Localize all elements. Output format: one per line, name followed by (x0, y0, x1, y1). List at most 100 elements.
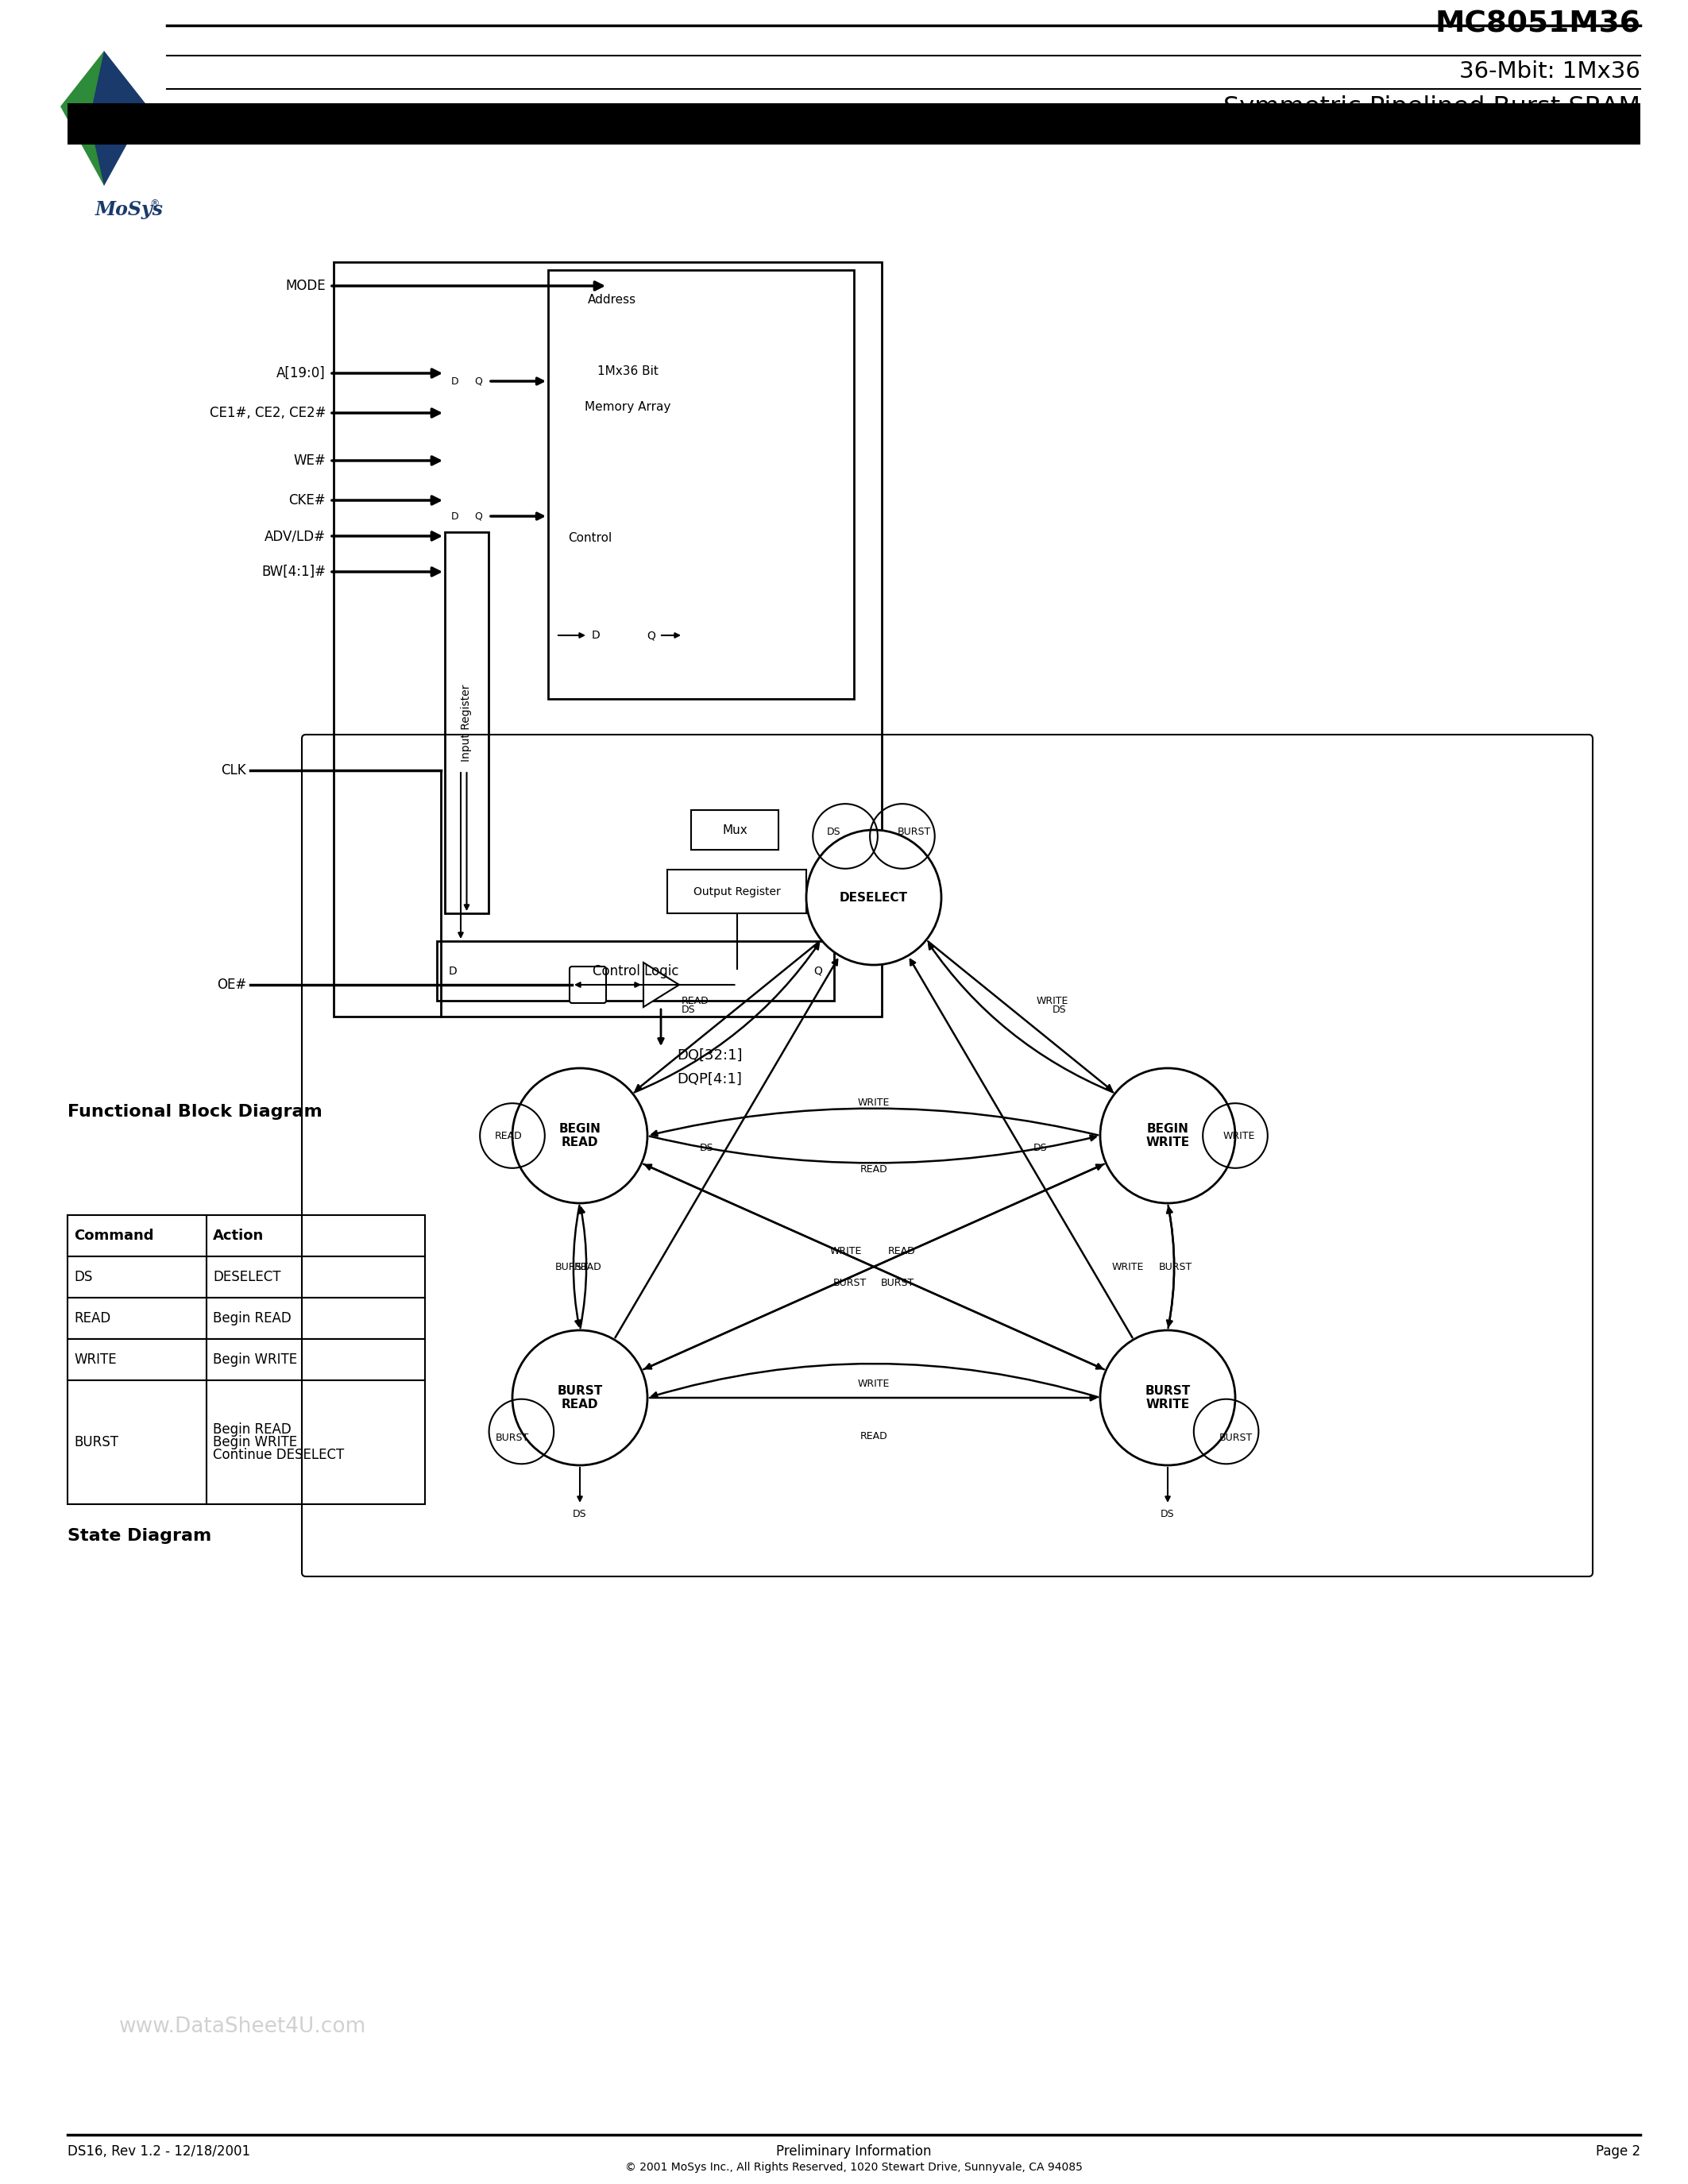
Text: Begin WRITE: Begin WRITE (213, 1435, 297, 1450)
Text: Control Logic: Control Logic (592, 963, 679, 978)
Text: OE#: OE# (216, 978, 246, 992)
Text: D: D (451, 376, 459, 387)
Circle shape (1101, 1068, 1236, 1203)
Text: WRITE: WRITE (830, 1245, 863, 1256)
Text: Continue DESELECT: Continue DESELECT (213, 1448, 344, 1461)
Text: DS: DS (1053, 1005, 1067, 1016)
Bar (206, 1297, 425, 1339)
Polygon shape (643, 963, 679, 1007)
Text: DESELECT: DESELECT (213, 1269, 280, 1284)
Text: MoSys: MoSys (95, 201, 164, 218)
Text: Command: Command (74, 1230, 154, 1243)
Text: WRITE: WRITE (1112, 1262, 1144, 1271)
Text: READ: READ (888, 1245, 915, 1256)
Text: READ: READ (574, 1262, 601, 1271)
Text: BURST: BURST (495, 1433, 528, 1444)
Text: Begin READ: Begin READ (213, 1422, 292, 1437)
Text: State Diagram: State Diagram (68, 1529, 211, 1544)
Text: WE#: WE# (294, 454, 326, 467)
Text: ADV/LD#: ADV/LD# (265, 529, 326, 544)
Text: WRITE: WRITE (858, 1096, 890, 1107)
Text: Mux: Mux (722, 823, 748, 836)
Bar (68, 1214, 206, 1256)
Bar (549, 271, 854, 699)
Bar (437, 941, 834, 1000)
Text: READ: READ (859, 1431, 888, 1441)
Polygon shape (93, 50, 149, 186)
Circle shape (513, 1068, 648, 1203)
Text: Q: Q (474, 376, 483, 387)
Text: Begin WRITE: Begin WRITE (213, 1352, 297, 1367)
Text: WRITE: WRITE (1224, 1131, 1256, 1140)
Text: Q: Q (647, 629, 655, 640)
Text: Input Register: Input Register (461, 684, 473, 762)
Text: BEGIN
READ: BEGIN READ (559, 1123, 601, 1149)
Bar (206, 1380, 425, 1505)
Circle shape (1101, 1330, 1236, 1465)
Bar (68, 1297, 206, 1339)
Text: BURST: BURST (555, 1262, 589, 1271)
Text: READ: READ (859, 1164, 888, 1175)
Text: WRITE: WRITE (1036, 996, 1069, 1007)
Text: READ: READ (74, 1310, 111, 1326)
Text: Memory Array: Memory Array (584, 402, 670, 413)
Text: 36-Mbit: 1Mx36: 36-Mbit: 1Mx36 (1460, 61, 1641, 83)
Text: WRITE: WRITE (858, 1378, 890, 1389)
Text: MODE: MODE (285, 280, 326, 293)
Text: BURST: BURST (881, 1278, 915, 1289)
Text: DS: DS (680, 1005, 695, 1016)
Bar (206, 1256, 425, 1297)
Text: DS: DS (1161, 1509, 1175, 1520)
Text: BURST: BURST (898, 828, 932, 836)
Text: DS: DS (827, 828, 841, 836)
Text: Control: Control (567, 533, 611, 544)
Text: BURST
READ: BURST READ (557, 1385, 603, 1411)
Text: www.DataSheet4U.com: www.DataSheet4U.com (120, 2016, 366, 2038)
Text: D: D (591, 629, 599, 640)
Text: D: D (451, 511, 459, 522)
Text: D: D (449, 965, 457, 976)
Text: DESELECT: DESELECT (839, 891, 908, 904)
Text: DS16, Rev 1.2 - 12/18/2001: DS16, Rev 1.2 - 12/18/2001 (68, 2145, 250, 2158)
Bar (446, 533, 488, 913)
Text: MC8051M36: MC8051M36 (1435, 9, 1641, 37)
Text: BURST: BURST (1219, 1433, 1252, 1444)
Text: Symmetric Pipelined Burst SRAM: Symmetric Pipelined Burst SRAM (1224, 96, 1641, 120)
Text: DS: DS (1033, 1142, 1048, 1153)
Bar (206, 1339, 425, 1380)
Text: Page 2: Page 2 (1595, 2145, 1641, 2158)
Text: Q: Q (474, 511, 483, 522)
Text: BURST: BURST (834, 1278, 866, 1289)
Text: READ: READ (495, 1131, 522, 1140)
Text: CLK: CLK (221, 762, 246, 778)
Text: © 2001 MoSys Inc., All Rights Reserved, 1020 Stewart Drive, Sunnyvale, CA 94085: © 2001 MoSys Inc., All Rights Reserved, … (625, 2162, 1082, 2173)
Circle shape (807, 830, 942, 965)
Text: Action: Action (213, 1230, 263, 1243)
Text: CE1#, CE2, CE2#: CE1#, CE2, CE2# (209, 406, 326, 419)
Text: 1Mx36 Bit: 1Mx36 Bit (598, 365, 658, 378)
Bar (667, 869, 807, 913)
Text: BW[4:1]#: BW[4:1]# (262, 566, 326, 579)
Text: BURST
WRITE: BURST WRITE (1144, 1385, 1190, 1411)
FancyBboxPatch shape (569, 968, 606, 1002)
Text: ®: ® (149, 199, 159, 210)
Text: DS: DS (572, 1509, 587, 1520)
Bar (690, 810, 778, 850)
Bar (68, 1380, 206, 1505)
Bar (334, 262, 881, 1016)
Text: BURST: BURST (74, 1435, 118, 1450)
Text: BURST: BURST (1160, 1262, 1192, 1271)
Text: WRITE: WRITE (74, 1352, 116, 1367)
Text: Begin READ: Begin READ (213, 1310, 292, 1326)
Text: Q: Q (814, 965, 822, 976)
Bar (68, 1339, 206, 1380)
Bar (68, 1214, 425, 1256)
Text: DQP[4:1]: DQP[4:1] (677, 1072, 741, 1085)
Polygon shape (61, 50, 116, 186)
Text: Address: Address (587, 295, 636, 306)
Text: Functional Block Diagram: Functional Block Diagram (68, 1103, 322, 1120)
Circle shape (513, 1330, 648, 1465)
Text: DS: DS (701, 1142, 714, 1153)
Bar (68, 1256, 206, 1297)
Text: Output Register: Output Register (694, 887, 780, 898)
